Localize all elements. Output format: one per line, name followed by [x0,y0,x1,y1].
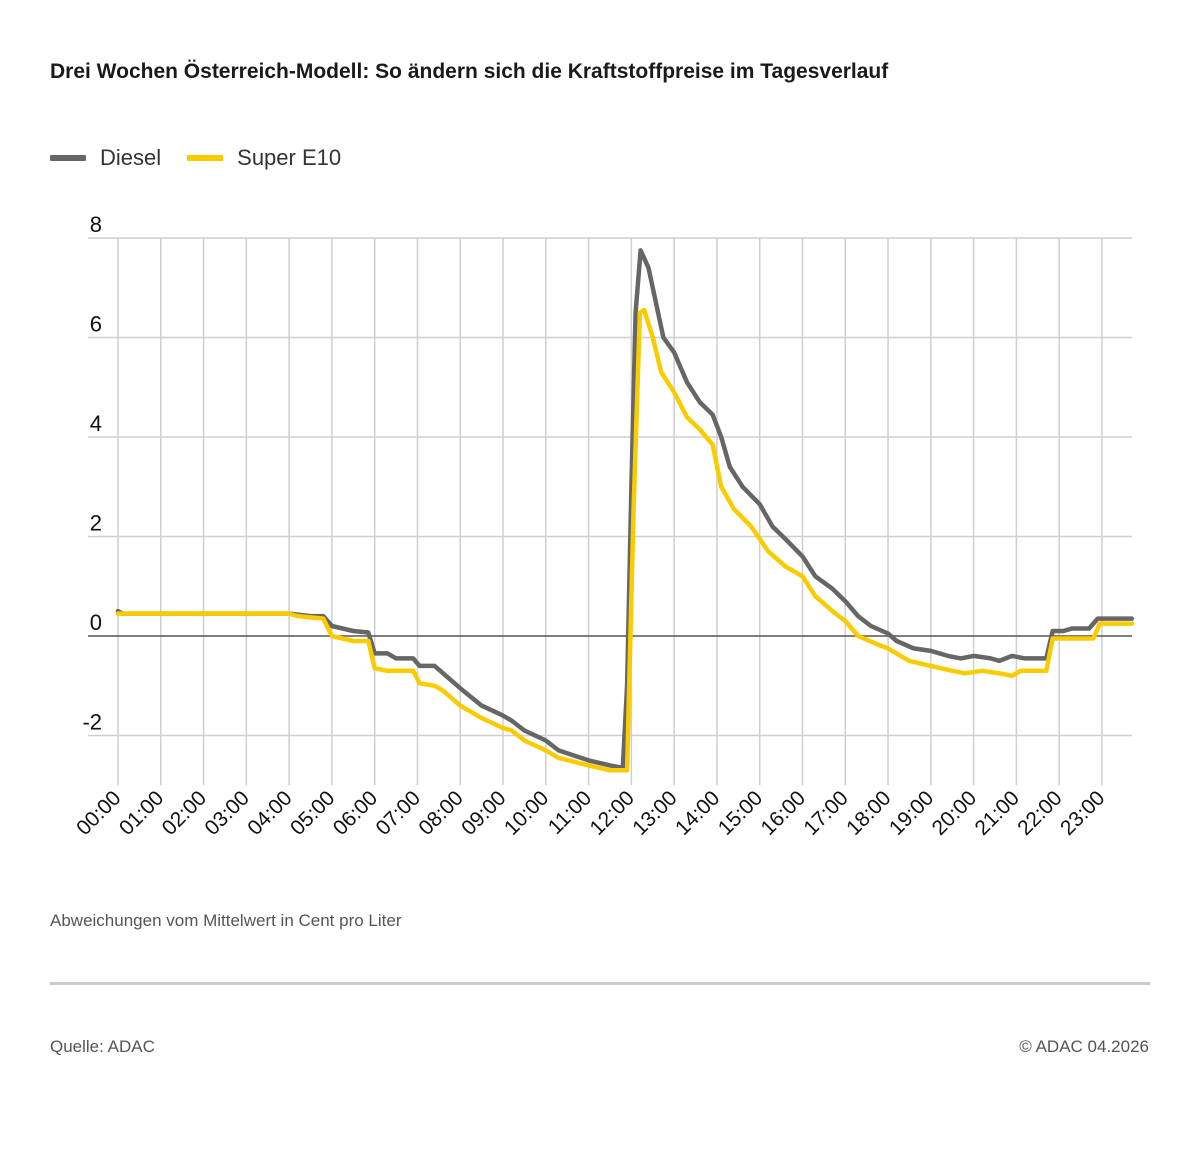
legend-item-super-e10: Super E10 [187,145,341,171]
divider [50,982,1150,985]
x-tick-label: 11:00 [544,787,596,839]
x-tick-label: 19:00 [885,787,938,840]
legend-label-diesel: Diesel [100,145,162,170]
x-tick-label: 14:00 [671,787,724,840]
x-tick-label: 06:00 [329,787,382,840]
x-tick-label: 00:00 [72,787,125,840]
legend: Diesel Super E10 [50,145,367,171]
x-tick-label: 05:00 [286,787,339,840]
x-tick-label: 07:00 [372,787,425,840]
y-tick-label: 0 [90,610,102,635]
y-tick-label: 2 [90,511,102,536]
x-tick-label: 13:00 [628,787,681,840]
y-tick-label: 4 [90,411,102,436]
x-tick-label: 23:00 [1056,787,1109,840]
x-tick-label: 01:00 [115,787,168,840]
x-tick-label: 02:00 [158,787,211,840]
x-tick-label: 21:00 [970,787,1023,840]
series-line-diesel [115,248,1135,771]
x-tick-label: 12:00 [585,787,638,840]
y-tick-label: 8 [90,212,102,237]
chart-note: Abweichungen vom Mittelwert in Cent pro … [50,911,402,930]
legend-swatch-super-e10 [187,155,224,161]
legend-item-diesel: Diesel [50,145,161,171]
legend-swatch-diesel [50,155,86,161]
y-tick-label: 6 [90,312,102,337]
x-tick-label: 09:00 [457,787,510,840]
source-label: Quelle: ADAC [50,1037,155,1056]
legend-label-super-e10: Super E10 [237,145,342,170]
x-tick-label: 17:00 [799,787,852,840]
copyright-label: © ADAC 04.2026 [1019,1037,1149,1056]
x-tick-label: 08:00 [414,787,467,840]
y-tick-label: -2 [82,710,102,735]
series-line-super-e10 [115,307,1135,773]
line-chart: 00:0001:0002:0003:0004:0005:0006:0007:00… [72,212,1135,840]
x-tick-label: 18:00 [842,787,895,840]
x-tick-label: 04:00 [243,787,296,840]
x-tick-label: 16:00 [757,787,810,840]
x-tick-label: 03:00 [200,787,253,840]
x-tick-label: 10:00 [500,787,553,840]
chart-title: Drei Wochen Österreich-Modell: So ändern… [50,60,889,83]
x-tick-label: 15:00 [714,787,767,840]
x-tick-label: 20:00 [928,787,981,840]
x-tick-label: 22:00 [1013,787,1066,840]
